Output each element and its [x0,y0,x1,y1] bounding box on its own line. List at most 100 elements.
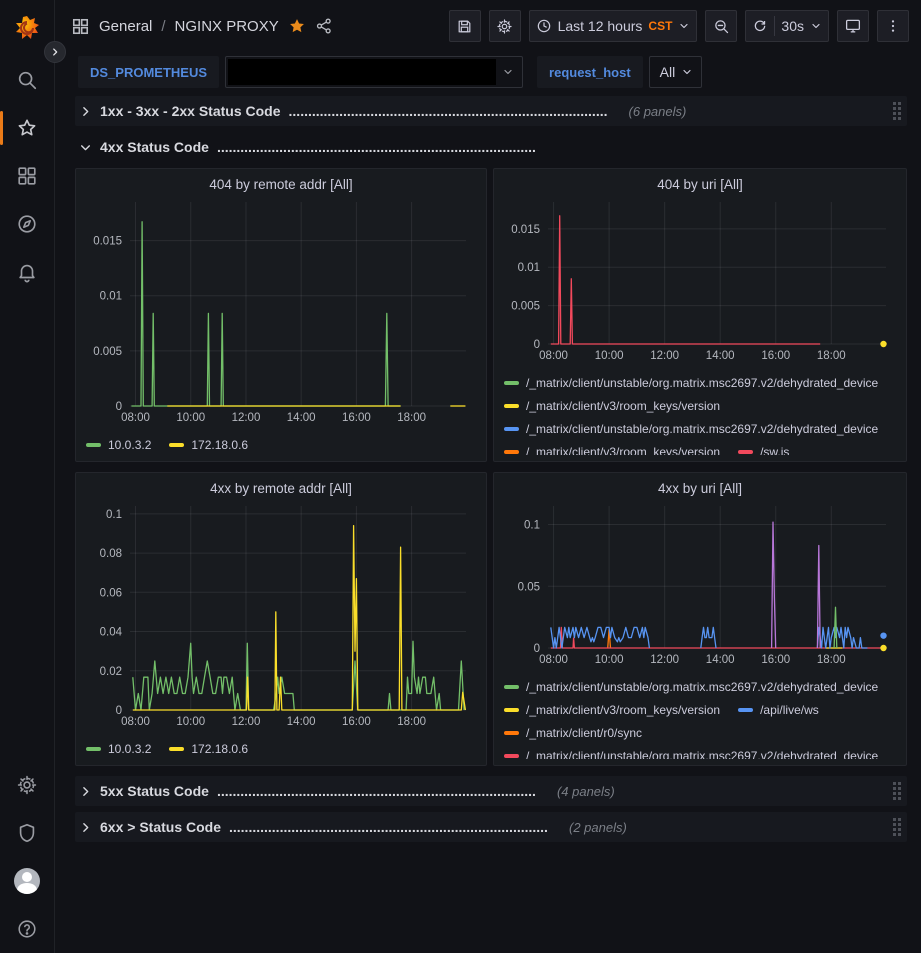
sidebar-item-starred[interactable] [0,104,55,152]
legend-series-label: 10.0.3.2 [108,741,152,756]
request-host-label[interactable]: request_host [537,56,643,88]
zoom-out-button[interactable] [705,10,738,42]
legend-item[interactable]: /_matrix/client/unstable/org.matrix.msc2… [504,675,878,698]
row-panel-count: (2 panels) [569,819,627,835]
legend-item[interactable]: 172.18.0.6 [169,737,248,760]
chart-svg: 0 0.005 0.01 0.015 08:00 10:00 12:00 14:00 16:00… [511,202,887,362]
row-1xx-3xx-2xx[interactable]: 1xx - 3xx - 2xx Status Code ............… [75,96,907,126]
panel-legend: /_matrix/client/unstable/org.matrix.msc2… [502,673,898,759]
share-icon[interactable] [315,17,333,35]
sidebar-item-search[interactable] [0,56,55,104]
x-axis-tick: 14:00 [287,412,316,424]
legend-item[interactable]: /api/live/ws [738,698,819,721]
legend-item[interactable]: /_matrix/client/r0/sync [504,721,642,744]
y-axis-tick: 0.015 [511,224,540,236]
row-title[interactable]: 5xx Status Code [100,783,209,799]
row-title[interactable]: 1xx - 3xx - 2xx Status Code [100,103,281,119]
legend-item[interactable]: /_matrix/client/unstable/org.matrix.msc2… [504,417,878,440]
legend-item[interactable]: /_matrix/client/unstable/org.matrix.msc2… [504,371,878,394]
panel-4xx-by-remote-addr: 4xx by remote addr [All] 0 0.02 0.04 0.06 0.… [75,472,487,766]
time-range-picker[interactable]: Last 12 hours CST [528,10,698,42]
grafana-logo[interactable] [0,0,55,56]
row-title[interactable]: 4xx Status Code [100,139,209,155]
sidebar-item-help[interactable] [0,905,55,953]
panel-legend: 10.0.3.2 172.18.0.6 [84,431,478,456]
y-axis-tick: 0 [534,643,540,655]
legend-item[interactable]: /_matrix/client/v3/room_keys/version [504,394,720,417]
x-axis-tick: 18:00 [817,350,846,362]
series-line [550,215,821,345]
grafana-logo-icon [16,16,39,39]
legend-series-label: /_matrix/client/r0/sync [526,725,643,740]
sidebar-item-dashboards[interactable] [0,152,55,200]
legend-item[interactable]: /sw.js [738,440,789,455]
row-5xx[interactable]: 5xx Status Code ........................… [75,776,907,806]
row-drag-handle[interactable] [893,782,901,800]
y-axis-tick: 0.01 [518,262,540,274]
y-axis-tick: 0.005 [93,346,122,358]
legend-series-label: /_matrix/client/unstable/org.matrix.msc2… [526,748,879,760]
datasource-variable: DS_PROMETHEUS [78,56,524,88]
refresh-button-group[interactable]: 30s [745,10,829,42]
y-axis-tick: 0.06 [100,587,122,599]
row-drag-handle[interactable] [893,818,901,836]
legend-item[interactable]: 10.0.3.2 [86,737,151,760]
datasource-select[interactable] [225,56,524,88]
monitor-icon [845,19,861,33]
panel-title[interactable]: 4xx by uri [All] [657,481,743,496]
breadcrumb-section[interactable]: General [99,17,153,35]
sidebar-item-configuration[interactable] [0,761,55,809]
legend-item[interactable]: 172.18.0.6 [169,433,248,456]
legend-item[interactable]: /_matrix/client/unstable/org.matrix.msc2… [504,744,878,759]
datasource-label[interactable]: DS_PROMETHEUS [78,56,220,88]
refresh-interval-value[interactable]: 30s [781,18,804,34]
refresh-icon [755,20,766,32]
legend-item[interactable]: /_matrix/client/v3/room_keys/version [504,440,720,455]
row-title[interactable]: 6xx > Status Code [100,819,221,835]
search-icon [18,71,37,90]
shield-icon [19,823,35,843]
x-axis-tick: 18:00 [397,716,426,728]
row-6xx[interactable]: 6xx > Status Code ......................… [75,812,907,842]
sidebar-item-server-admin[interactable] [0,809,55,857]
row-4xx[interactable]: 4xx Status Code ........................… [75,132,907,162]
request-host-value: All [659,64,676,80]
chart-svg: 0 0.02 0.04 0.06 0.08 0.1 08:00 10:00 12:00 14:00… [100,506,467,728]
chart-4xx-by-uri: 0 0.05 0.1 08:00 10:00 12:00 14:00 16:00 18:00 [502,498,898,673]
x-axis-tick: 08:00 [121,716,150,728]
series-line [131,221,401,407]
x-axis-tick: 10:00 [176,412,205,424]
y-axis-tick: 0.05 [518,581,540,593]
request-host-select[interactable]: All [648,56,703,88]
favorite-star-icon[interactable] [288,17,306,35]
sidebar-item-profile[interactable] [0,857,55,905]
panel-title[interactable]: 404 by remote addr [All] [209,177,353,192]
tv-mode-button[interactable] [837,10,869,42]
x-axis-tick: 12:00 [232,412,261,424]
save-dashboard-button[interactable] [448,10,481,42]
legend-series-color [86,442,101,447]
legend-item[interactable]: /_matrix/client/v3/room_keys/version [504,698,720,721]
sidebar-item-explore[interactable] [0,200,55,248]
y-axis-tick: 0.01 [100,291,122,303]
legend-series-color [169,442,185,447]
x-axis-tick: 08:00 [539,654,568,666]
star-icon [18,119,36,136]
panel-title[interactable]: 4xx by remote addr [All] [210,481,352,496]
series-line [550,626,651,649]
legend-series-label: 172.18.0.6 [191,437,249,452]
panel-title[interactable]: 404 by uri [All] [657,177,743,192]
kebab-menu-button[interactable] [877,10,909,42]
breadcrumb-title[interactable]: NGINX PROXY [174,17,279,35]
sidebar-item-alerting[interactable] [0,248,55,296]
dashboard-settings-button[interactable] [488,10,521,42]
sidebar-expand-button[interactable] [44,41,66,63]
row-drag-handle[interactable] [893,102,901,120]
chart-404-by-uri: 0 0.005 0.01 0.015 08:00 10:00 12:00 14:00 16:00… [502,194,898,369]
legend-series-color [738,449,754,454]
legend-item[interactable]: 10.0.3.2 [86,433,151,456]
chart-4xx-by-remote-addr: 0 0.02 0.04 0.06 0.08 0.1 08:00 10:00 12:00 14:00… [84,498,478,735]
series-end-marker [880,632,887,639]
gear-icon [497,18,512,34]
